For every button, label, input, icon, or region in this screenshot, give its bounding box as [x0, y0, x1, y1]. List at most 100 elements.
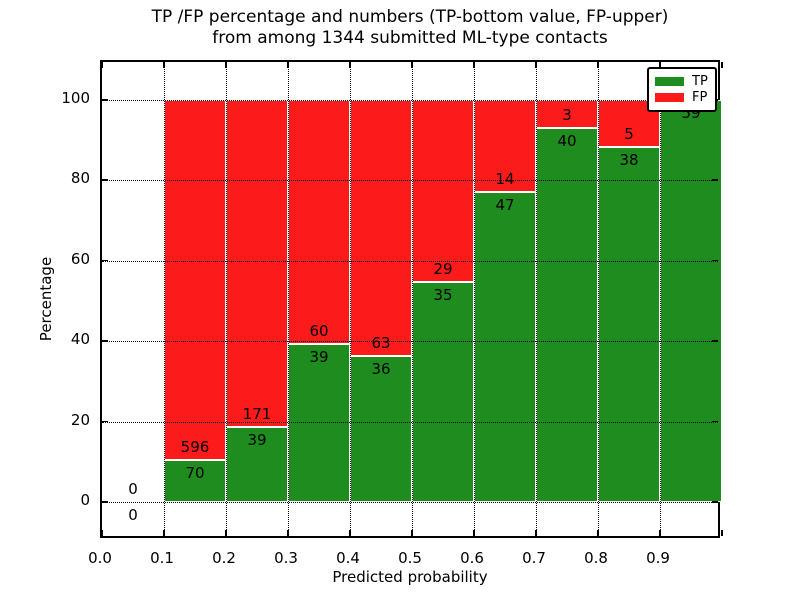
tick-mark: [411, 62, 413, 68]
gridline: [598, 62, 599, 536]
tick-mark: [712, 340, 718, 342]
tick-mark: [597, 62, 599, 68]
tick-mark: [535, 62, 537, 68]
x-axis-label: Predicted probability: [332, 568, 488, 586]
bar-segment-fp: [412, 100, 474, 283]
tick-mark: [349, 530, 351, 536]
x-tick-label: 0.4: [336, 549, 360, 567]
x-tick-label: 0.2: [212, 549, 236, 567]
y-tick-label: 60: [70, 249, 90, 268]
bar-value-label-fp: 0: [128, 480, 138, 498]
chart-title-line2: from among 1344 submitted ML-type contac…: [212, 28, 608, 48]
gridline: [660, 62, 661, 536]
y-axis-label: Percentage: [37, 256, 55, 342]
gridline: [102, 502, 718, 503]
tick-mark: [721, 530, 723, 536]
x-tick-label: 0.5: [398, 549, 422, 567]
gridline: [350, 62, 351, 536]
legend-item-tp: TP: [655, 75, 709, 88]
tick-mark: [101, 62, 103, 68]
bar-value-label-tp: 70: [185, 463, 205, 482]
x-tick-label: 0.7: [522, 549, 546, 567]
bar-segment-tp: [598, 146, 660, 502]
tick-mark: [163, 530, 165, 536]
bar-value-label-fp: 3: [562, 106, 572, 125]
tick-mark: [712, 501, 718, 503]
bar-segment-tp: [164, 459, 226, 502]
bar-value-label-tp: 35: [433, 286, 453, 305]
gridline: [102, 100, 718, 101]
tick-mark: [473, 530, 475, 536]
bar-segment-tp: [226, 427, 288, 502]
x-tick-label: 0.0: [88, 549, 112, 567]
tick-mark: [287, 62, 289, 68]
bar-value-label-fp: 5: [624, 124, 634, 143]
tick-mark: [411, 530, 413, 536]
tick-mark: [287, 530, 289, 536]
gridline: [474, 62, 475, 536]
gridline: [536, 62, 537, 536]
bar-segment-tp: [412, 282, 474, 502]
chart-title: TP /FP percentage and numbers (TP-bottom…: [0, 7, 800, 49]
tick-mark: [102, 259, 108, 262]
tick-mark: [712, 420, 718, 423]
tick-mark: [102, 179, 108, 181]
gridline: [412, 62, 413, 536]
bar-value-label-fp: 63: [371, 333, 391, 352]
gridline: [288, 62, 289, 536]
tick-mark: [597, 530, 599, 536]
bar-segment-fp: [226, 100, 288, 428]
bar-value-label-tp: 38: [619, 150, 639, 169]
gridline: [164, 62, 165, 536]
legend-swatch-tp: [655, 76, 684, 86]
bar-value-label-fp: 171: [242, 405, 272, 424]
gridline: [102, 421, 718, 423]
gridline: [226, 62, 227, 536]
bar-segment-tp: [660, 100, 722, 502]
x-tick-label: 0.3: [274, 549, 298, 567]
bar-segment-fp: [164, 100, 226, 460]
bar-value-label-tp: 39: [309, 347, 329, 366]
y-tick-label: 80: [70, 169, 90, 188]
bar-value-label-tp: 0: [128, 506, 138, 524]
tick-mark: [349, 62, 351, 68]
tick-mark: [102, 99, 108, 101]
legend-label: TP: [692, 73, 708, 89]
gridline: [102, 260, 718, 262]
bar-value-label-fp: 14: [495, 170, 515, 189]
bar-value-label-tp: 39: [247, 431, 267, 450]
bar-segment-tp: [474, 192, 536, 502]
tick-mark: [712, 259, 718, 262]
plot-area: 0 0 596 70 171 39 60 39 63 36 29 35 14 47 3 40 5 38 59: [100, 60, 723, 538]
bar-segment-fp: [350, 100, 412, 356]
y-tick-label: 100: [61, 89, 90, 107]
legend-label: FP: [692, 90, 708, 106]
tick-mark: [102, 501, 108, 503]
x-tick-label: 0.8: [584, 549, 608, 567]
bar-value-label-fp: 29: [433, 260, 453, 279]
bar-segment-tp: [288, 343, 350, 502]
legend: TP FP: [647, 67, 717, 112]
tick-mark: [101, 530, 103, 536]
bar-segment-tp: [536, 128, 598, 502]
tick-mark: [225, 530, 227, 536]
tick-mark: [473, 62, 475, 68]
bar-segment-fp: [288, 100, 350, 344]
tick-mark: [535, 530, 537, 536]
y-tick-label: 40: [70, 330, 90, 349]
legend-item-fp: FP: [655, 91, 709, 104]
x-tick-label: 0.9: [646, 549, 670, 567]
tick-mark: [712, 179, 718, 181]
y-tick-label: 0: [80, 491, 90, 509]
chart-title-line1: TP /FP percentage and numbers (TP-bottom…: [151, 7, 669, 27]
bar-value-label-fp: 596: [180, 437, 210, 456]
tick-mark: [102, 420, 108, 423]
bar-value-label-tp: 47: [495, 196, 515, 215]
tick-mark: [721, 62, 723, 68]
tick-mark: [225, 62, 227, 68]
bar-value-label-fp: 60: [309, 321, 329, 340]
y-tick-label: 20: [70, 410, 90, 429]
tick-mark: [659, 62, 661, 68]
x-tick-label: 0.6: [460, 549, 484, 567]
